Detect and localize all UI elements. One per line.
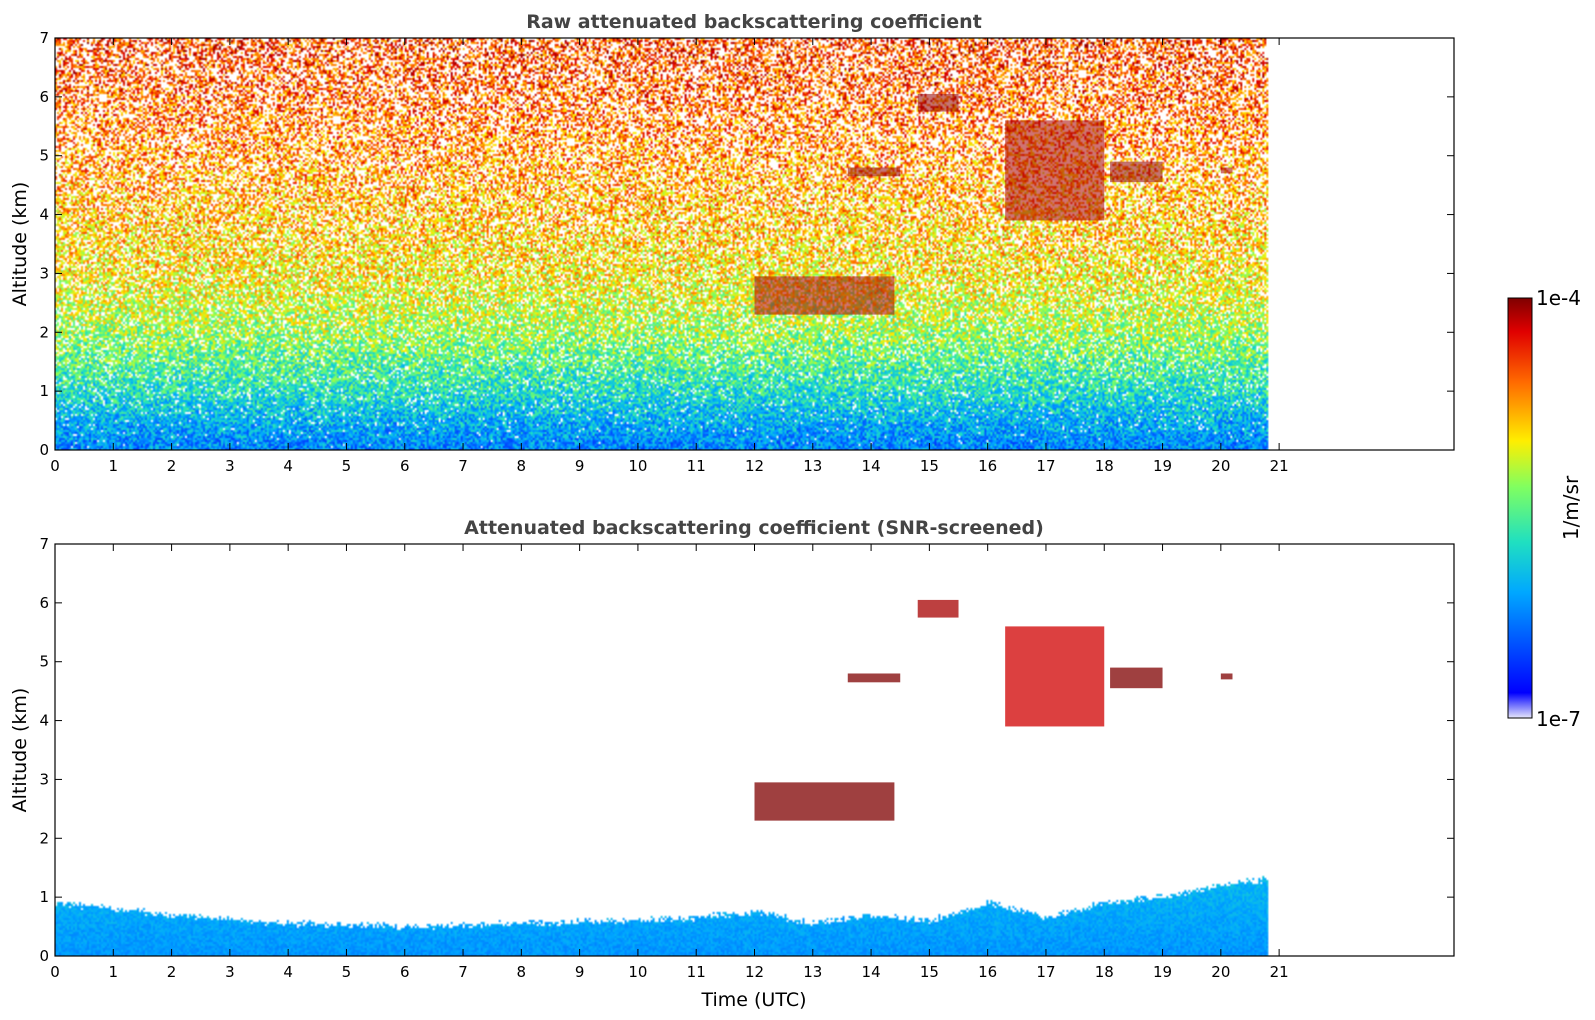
screened-x-tick-label-6: 6 xyxy=(400,963,410,981)
screened-cloud-feature-3 xyxy=(1005,626,1105,727)
screened-cloud-feature-4 xyxy=(1110,667,1163,689)
screened-x-tick-label-17: 17 xyxy=(1036,963,1055,981)
screened-x-tick-label-15: 15 xyxy=(920,963,939,981)
raw-heatmap-marks xyxy=(754,93,1233,315)
raw-y-tick-label-6: 6 xyxy=(39,88,49,106)
screened-x-tick-label-21: 21 xyxy=(1270,963,1289,981)
screened-x-tick-label-18: 18 xyxy=(1095,963,1114,981)
screened-x-tick-label-11: 11 xyxy=(687,963,706,981)
raw-y-tick-label-5: 5 xyxy=(39,147,49,165)
screened-x-tick-label-20: 20 xyxy=(1211,963,1230,981)
screened-x-tick-label-2: 2 xyxy=(167,963,177,981)
raw-x-tick-label-6: 6 xyxy=(400,457,410,475)
raw-y-tick-label-0: 0 xyxy=(39,441,49,459)
screened-x-tick-label-3: 3 xyxy=(225,963,235,981)
screened-x-tick-label-12: 12 xyxy=(745,963,764,981)
raw-x-tick-label-20: 20 xyxy=(1211,457,1230,475)
screened-y-tick-label-4: 4 xyxy=(39,712,49,730)
raw-y-tick-label-1: 1 xyxy=(39,382,49,400)
raw-x-tick-label-13: 13 xyxy=(803,457,822,475)
screened-x-tick-label-13: 13 xyxy=(803,963,822,981)
colorbar-min-label: 1e-7 xyxy=(1536,707,1581,731)
raw-x-tick-label-14: 14 xyxy=(862,457,881,475)
x-axis-label: Time (UTC) xyxy=(700,989,806,1011)
raw-cloud-feature-1 xyxy=(847,167,901,177)
raw-axis-ticks: 0 1 2 3 4 5 6 7 8 9 10 11 12 13 14 15 16 17 18 19 20 21012345… xyxy=(39,29,1454,475)
raw-x-tick-label-16: 16 xyxy=(978,457,997,475)
screened-y-tick-label-1: 1 xyxy=(39,888,49,906)
screened-y-tick-label-5: 5 xyxy=(39,653,49,671)
raw-y-tick-label-2: 2 xyxy=(39,323,49,341)
screened-cloud-feature-5 xyxy=(1220,673,1233,680)
raw-y-tick-label-3: 3 xyxy=(39,264,49,282)
raw-cloud-feature-3 xyxy=(1005,120,1105,221)
raw-x-tick-label-2: 2 xyxy=(167,457,177,475)
colorbar-unit-label: 1/m/sr xyxy=(1559,475,1583,540)
raw-x-tick-label-8: 8 xyxy=(517,457,527,475)
raw-x-tick-label-5: 5 xyxy=(342,457,352,475)
panel-raw-title: Raw attenuated backscattering coefficien… xyxy=(526,11,982,33)
raw-x-tick-label-4: 4 xyxy=(283,457,293,475)
raw-y-axis-label: Altitude (km) xyxy=(9,182,31,307)
panel-raw: Raw attenuated backscattering coefficien… xyxy=(9,11,1455,475)
raw-cloud-feature-2 xyxy=(917,93,959,112)
screened-x-tick-label-14: 14 xyxy=(862,963,881,981)
raw-y-tick-label-4: 4 xyxy=(39,206,49,224)
colorbar-max-label: 1e-4 xyxy=(1536,286,1581,310)
screened-heatmap-image xyxy=(55,544,1454,956)
screened-x-tick-label-19: 19 xyxy=(1153,963,1172,981)
screened-x-tick-label-5: 5 xyxy=(342,963,352,981)
raw-cloud-feature-5 xyxy=(1220,167,1233,174)
screened-x-tick-label-1: 1 xyxy=(109,963,119,981)
screened-cloud-feature-1 xyxy=(847,673,901,683)
screened-y-tick-label-3: 3 xyxy=(39,770,49,788)
raw-x-tick-label-3: 3 xyxy=(225,457,235,475)
screened-y-tick-label-0: 0 xyxy=(39,947,49,965)
raw-x-tick-label-19: 19 xyxy=(1153,457,1172,475)
screened-x-tick-label-0: 0 xyxy=(50,963,60,981)
screened-x-tick-label-8: 8 xyxy=(517,963,527,981)
raw-x-tick-label-12: 12 xyxy=(745,457,764,475)
screened-x-tick-label-7: 7 xyxy=(458,963,468,981)
screened-heatmap-marks xyxy=(754,599,1233,821)
screened-axis-ticks: 0 1 2 3 4 5 6 7 8 9 10 11 12 13 14 15 16 17 18 19 20 21012345… xyxy=(39,535,1454,981)
raw-x-tick-label-21: 21 xyxy=(1270,457,1289,475)
raw-heatmap-image xyxy=(55,38,1454,450)
screened-y-tick-label-6: 6 xyxy=(39,594,49,612)
screened-x-tick-label-9: 9 xyxy=(575,963,585,981)
colorbar-gradient xyxy=(1507,297,1533,719)
screened-x-tick-label-16: 16 xyxy=(978,963,997,981)
panel-screened: Attenuated backscattering coefficient (S… xyxy=(9,517,1455,1011)
raw-x-tick-label-0: 0 xyxy=(50,457,60,475)
screened-y-axis-label: Altitude (km) xyxy=(9,688,31,813)
raw-x-tick-label-9: 9 xyxy=(575,457,585,475)
screened-x-tick-label-4: 4 xyxy=(283,963,293,981)
screened-x-tick-label-10: 10 xyxy=(628,963,647,981)
raw-x-tick-label-1: 1 xyxy=(109,457,119,475)
raw-y-tick-label-7: 7 xyxy=(39,29,49,47)
screened-y-tick-label-2: 2 xyxy=(39,829,49,847)
raw-x-tick-label-15: 15 xyxy=(920,457,939,475)
raw-cloud-feature-0 xyxy=(754,276,895,315)
screened-cloud-feature-2 xyxy=(917,599,959,618)
raw-x-tick-label-17: 17 xyxy=(1036,457,1055,475)
raw-x-tick-label-18: 18 xyxy=(1095,457,1114,475)
raw-x-tick-label-11: 11 xyxy=(687,457,706,475)
raw-x-tick-label-10: 10 xyxy=(628,457,647,475)
screened-y-tick-label-7: 7 xyxy=(39,535,49,553)
panel-screened-title: Attenuated backscattering coefficient (S… xyxy=(464,517,1044,539)
colorbar: 1e-4 1e-7 1/m/sr xyxy=(1507,286,1583,731)
screened-cloud-feature-0 xyxy=(754,782,895,821)
raw-x-tick-label-7: 7 xyxy=(458,457,468,475)
raw-cloud-feature-4 xyxy=(1110,161,1163,183)
